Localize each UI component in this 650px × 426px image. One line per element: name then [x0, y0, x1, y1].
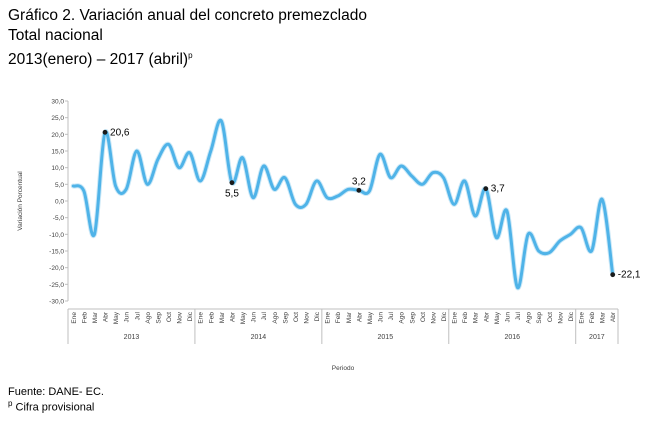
chart-title-block: Gráfico 2. Variación anual del concreto … — [8, 6, 367, 70]
y-tick-label: -10,0 — [49, 232, 64, 239]
source-note: Fuente: DANE- EC. — [8, 386, 104, 398]
x-tick-label: May — [367, 311, 374, 324]
y-tick-label: 15,0 — [51, 149, 64, 156]
chart-period-text: 2013(enero) – 2017 (abril) — [8, 51, 189, 69]
annotated-point — [610, 272, 616, 278]
annotated-point — [483, 186, 489, 192]
series-line — [71, 118, 615, 290]
x-tick-label: Jun — [124, 312, 131, 323]
x-tick-label: Jun — [251, 312, 258, 323]
y-tick-label: -15,0 — [49, 249, 64, 256]
y-tick-label: 10,0 — [51, 165, 64, 172]
x-tick-label: Jul — [388, 311, 395, 320]
x-tick-label: Ago — [399, 312, 406, 324]
provisional-note: p Cifra provisional — [8, 399, 94, 414]
chart-title: Gráfico 2. Variación anual del concreto … — [8, 7, 367, 24]
x-tick-label: Abr — [483, 311, 490, 322]
x-tick-label: Nov — [430, 311, 437, 323]
x-tick-label: May — [240, 311, 247, 324]
x-tick-label: Sep — [282, 312, 289, 324]
x-tick-label: Oct — [420, 312, 427, 322]
x-tick-label: Oct — [547, 312, 554, 322]
data-label: 3,7 — [491, 184, 505, 195]
provisional-note-mark: p — [8, 399, 13, 408]
x-tick-label: Ene — [452, 312, 459, 324]
data-label: 5,5 — [225, 189, 239, 200]
x-tick-label: Abr — [610, 311, 617, 322]
x-tick-label: Feb — [589, 312, 596, 324]
series-line-shadow — [70, 117, 616, 291]
data-label: -22,1 — [618, 270, 641, 281]
x-tick-label: Ene — [325, 312, 332, 324]
x-tick-label: Oct — [166, 312, 173, 322]
x-axis-title: Periodo — [332, 365, 355, 372]
x-tick-label: Abr — [229, 311, 236, 322]
x-tick-label: Dic — [441, 311, 448, 321]
year-label: 2017 — [589, 334, 605, 341]
x-tick-label: Sep — [536, 312, 543, 324]
y-tick-label: -20,0 — [49, 265, 64, 272]
year-label: 2014 — [251, 334, 267, 341]
x-tick-label: May — [494, 311, 501, 324]
x-tick-label: Oct — [293, 312, 300, 322]
x-tick-label: Ago — [526, 312, 533, 324]
x-tick-label: Ene — [71, 312, 78, 324]
x-tick-label: Mar — [600, 311, 607, 323]
x-tick-label: Dic — [568, 311, 575, 321]
y-tick-label: 30,0 — [51, 99, 64, 106]
y-tick-label: 25,0 — [51, 115, 64, 122]
x-tick-label: Jun — [504, 312, 511, 323]
x-tick-label: Feb — [208, 312, 215, 324]
x-tick-label: Jul — [515, 311, 522, 320]
data-label: 3,2 — [352, 176, 366, 187]
x-tick-label: Sep — [155, 312, 162, 324]
x-tick-label: Mar — [346, 311, 353, 323]
x-tick-label: Nov — [177, 311, 184, 323]
chart-subtitle: Total nacional — [8, 27, 103, 44]
x-tick-label: Feb — [335, 312, 342, 324]
y-tick-label: 0,0 — [55, 199, 64, 206]
chart-period: 2013(enero) – 2017 (abril)p — [8, 46, 367, 70]
annotated-point — [356, 187, 362, 193]
x-tick-label: Dic — [314, 311, 321, 321]
data-label: 20,6 — [110, 127, 130, 138]
y-tick-label: -30,0 — [49, 299, 64, 306]
year-label: 2013 — [124, 334, 140, 341]
y-tick-label: -5,0 — [53, 215, 65, 222]
x-tick-label: Mar — [219, 311, 226, 323]
x-tick-label: Jun — [378, 312, 385, 323]
provisional-note-text: Cifra provisional — [15, 401, 95, 414]
x-tick-label: Jul — [261, 311, 268, 320]
x-tick-label: May — [113, 311, 120, 324]
x-tick-label: Ene — [578, 312, 585, 324]
annotated-point — [229, 180, 235, 186]
y-tick-label: 20,0 — [51, 132, 64, 139]
y-tick-label: -25,0 — [49, 282, 64, 289]
x-tick-label: Mar — [473, 311, 480, 323]
x-tick-label: Nov — [303, 311, 310, 323]
y-tick-label: 5,0 — [55, 182, 64, 189]
x-tick-label: Jul — [134, 311, 141, 320]
x-tick-label: Dic — [187, 311, 194, 321]
x-tick-label: Abr — [356, 311, 363, 322]
x-tick-label: Ago — [145, 312, 152, 324]
provisional-mark: p — [188, 51, 193, 60]
x-tick-label: Ago — [272, 312, 279, 324]
year-label: 2016 — [504, 334, 520, 341]
annotated-point — [102, 129, 108, 135]
x-tick-label: Abr — [103, 311, 110, 322]
year-label: 2015 — [378, 334, 394, 341]
x-tick-label: Feb — [81, 312, 88, 324]
x-tick-label: Feb — [462, 312, 469, 324]
x-tick-label: Nov — [557, 311, 564, 323]
x-tick-label: Ene — [198, 312, 205, 324]
x-tick-label: Sep — [409, 312, 416, 324]
y-axis-title: Variación Porcentual — [17, 171, 24, 231]
x-tick-label: Mar — [92, 311, 99, 323]
